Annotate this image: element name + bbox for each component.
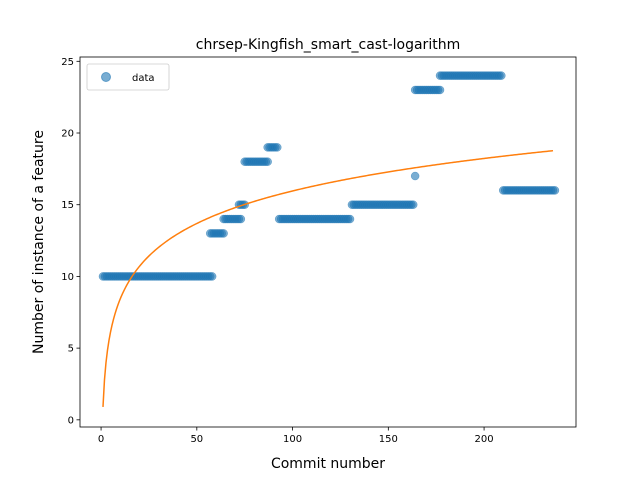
data-point xyxy=(497,71,506,80)
data-point xyxy=(263,157,272,166)
x-tick-label: 200 xyxy=(475,434,494,445)
fit-curve xyxy=(102,149,554,407)
legend-box xyxy=(86,63,170,91)
y-tick-label: 5 xyxy=(68,344,74,355)
data-point xyxy=(410,171,420,181)
x-axis-ticks: 0 50 100 150 200 xyxy=(98,427,494,445)
data-point xyxy=(345,214,355,224)
plot-frame xyxy=(79,56,577,428)
y-tick-label: 15 xyxy=(61,200,74,211)
x-tick-label: 50 xyxy=(190,434,203,445)
data-point xyxy=(435,85,445,95)
y-tick-label: 20 xyxy=(61,129,74,140)
plot-area xyxy=(80,57,576,427)
data-point xyxy=(219,229,228,238)
y-tick-label: 0 xyxy=(68,415,74,426)
data-point xyxy=(550,186,560,195)
legend-label: data xyxy=(132,73,155,84)
data-point xyxy=(207,272,217,281)
data-point xyxy=(408,200,418,209)
x-tick-label: 0 xyxy=(98,434,104,445)
x-tick-label: 150 xyxy=(379,434,398,445)
x-tick-label: 100 xyxy=(283,434,302,445)
y-axis-ticks: 0 5 10 15 20 25 xyxy=(61,57,80,426)
legend: data xyxy=(86,63,170,91)
data-point xyxy=(236,214,246,224)
y-tick-label: 25 xyxy=(61,57,74,68)
data-point xyxy=(273,143,282,152)
chart-title: chrsep-Kingfish_smart_cast-logarithm xyxy=(196,37,460,53)
legend-marker xyxy=(101,72,111,82)
y-axis-label: Number of instance of a feature xyxy=(31,130,47,354)
x-axis-label: Commit number xyxy=(271,456,385,472)
y-tick-label: 10 xyxy=(61,272,74,283)
scatter-points xyxy=(98,71,560,281)
